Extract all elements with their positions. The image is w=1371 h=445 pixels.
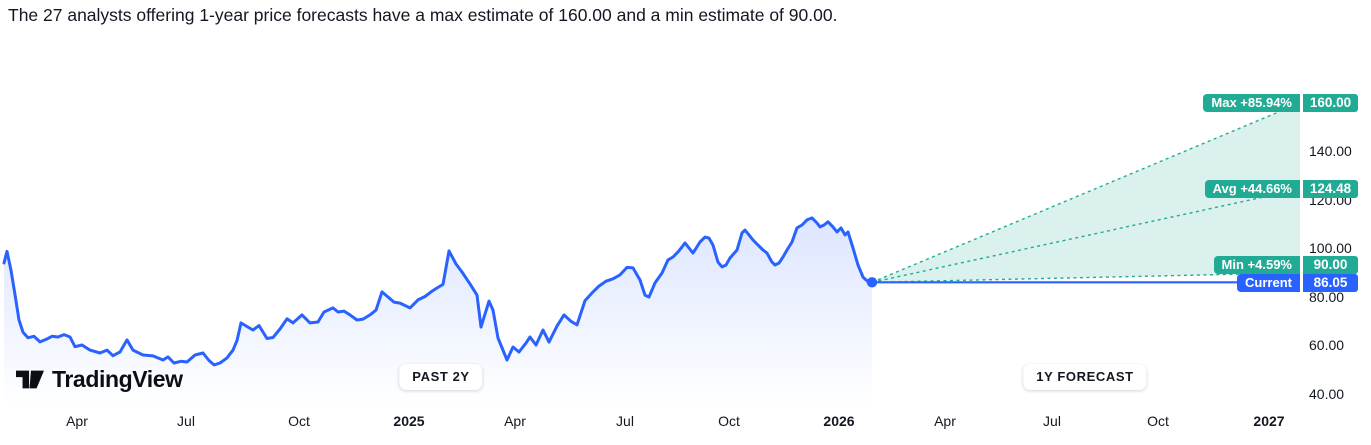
x-axis-label: Apr [66, 413, 88, 429]
forecast-range-badge: 1Y FORECAST [1023, 364, 1147, 390]
forecast-label-avg: Avg +44.66% [1204, 180, 1300, 199]
x-axis-label: Apr [504, 413, 526, 429]
tradingview-logo-icon [16, 370, 44, 389]
y-axis-badge-current: 86.05 [1303, 274, 1358, 293]
x-axis-label: Jul [1043, 413, 1061, 429]
tradingview-logo[interactable]: TradingView [16, 366, 183, 393]
x-axis-label: Oct [288, 413, 310, 429]
x-axis-label: 2027 [1253, 413, 1285, 429]
forecast-label-max: Max +85.94% [1203, 94, 1300, 112]
y-axis-label: 80.00 [1309, 288, 1345, 305]
y-axis-label: 140.00 [1309, 143, 1352, 159]
forecast-fan [872, 103, 1300, 283]
x-axis-label: Jul [177, 413, 195, 429]
x-axis-label: 2026 [823, 413, 855, 429]
chart-title: The 27 analysts offering 1-year price fo… [8, 5, 838, 25]
past-range-badge: PAST 2Y [399, 364, 483, 390]
y-axis-badge-max: 160.00 [1303, 94, 1358, 112]
y-axis-label: 100.00 [1309, 240, 1352, 256]
history-area [4, 217, 872, 406]
x-axis-label: Oct [1147, 413, 1169, 429]
current-label: Current [1237, 274, 1300, 293]
x-axis-label: Apr [934, 413, 956, 429]
x-axis-label: Oct [718, 413, 740, 429]
x-axis-label: 2025 [393, 413, 425, 429]
current-price-dot [866, 277, 878, 288]
forecast-line-avg [871, 188, 1301, 284]
y-axis-badge-avg: 124.48 [1303, 180, 1358, 199]
x-axis-label: Jul [616, 413, 634, 429]
y-axis-badge-min: 90.00 [1303, 255, 1358, 274]
y-axis-label: 60.00 [1309, 337, 1345, 353]
forecast-label-min: Min +4.59% [1213, 255, 1300, 274]
history-line [2, 216, 874, 367]
tradingview-logo-text: TradingView [52, 366, 183, 392]
y-axis-label: 40.00 [1309, 385, 1345, 402]
